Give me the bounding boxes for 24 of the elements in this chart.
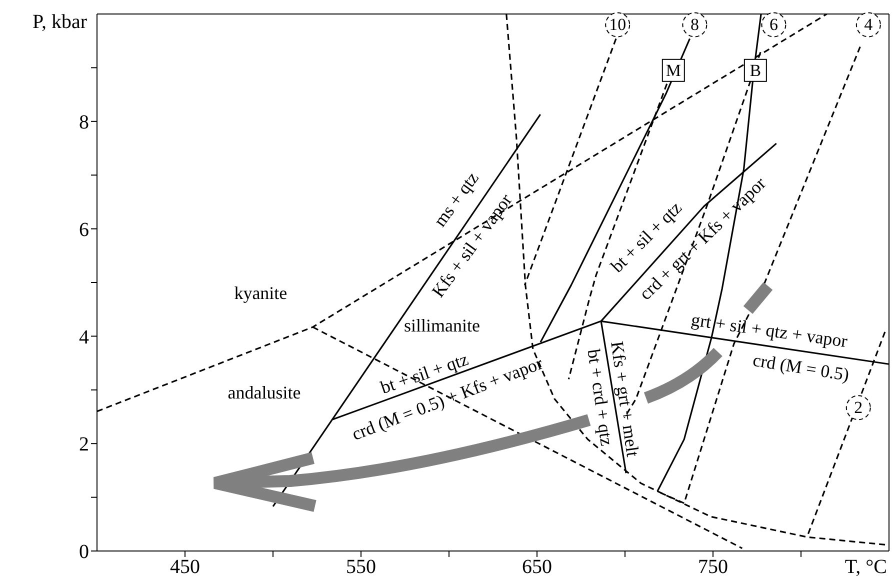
annotation: ms + qtz — [430, 168, 482, 230]
x-tick-label: 450 — [170, 556, 200, 578]
y-tick-label: 6 — [79, 218, 89, 241]
annotation: sillimanite — [404, 315, 480, 336]
x-tick-label: 750 — [698, 556, 728, 578]
annotation: B — [750, 60, 762, 80]
annotation: grt + sil + qtz + vapor — [690, 309, 849, 352]
annotation: M — [666, 60, 681, 80]
annotation: 4 — [864, 15, 874, 34]
annotation: 10 — [609, 15, 626, 34]
annotation: crd (M = 0.5) — [751, 350, 851, 385]
annotation: 8 — [690, 15, 699, 34]
annotation: kyanite — [234, 283, 288, 304]
y-tick-label: 0 — [79, 541, 89, 564]
x-tick-label: 650 — [522, 556, 552, 578]
y-tick-label: 2 — [79, 434, 89, 456]
x-axis-title: T, °C — [844, 556, 887, 578]
y-tick-label: 8 — [79, 112, 89, 134]
annotation: 6 — [769, 15, 778, 34]
y-axis-title: P, kbar — [32, 11, 88, 33]
annotation: 2 — [854, 398, 863, 418]
annotation: andalusite — [228, 382, 301, 403]
y-tick-label: 4 — [79, 326, 89, 348]
x-tick-label: 550 — [346, 556, 376, 578]
